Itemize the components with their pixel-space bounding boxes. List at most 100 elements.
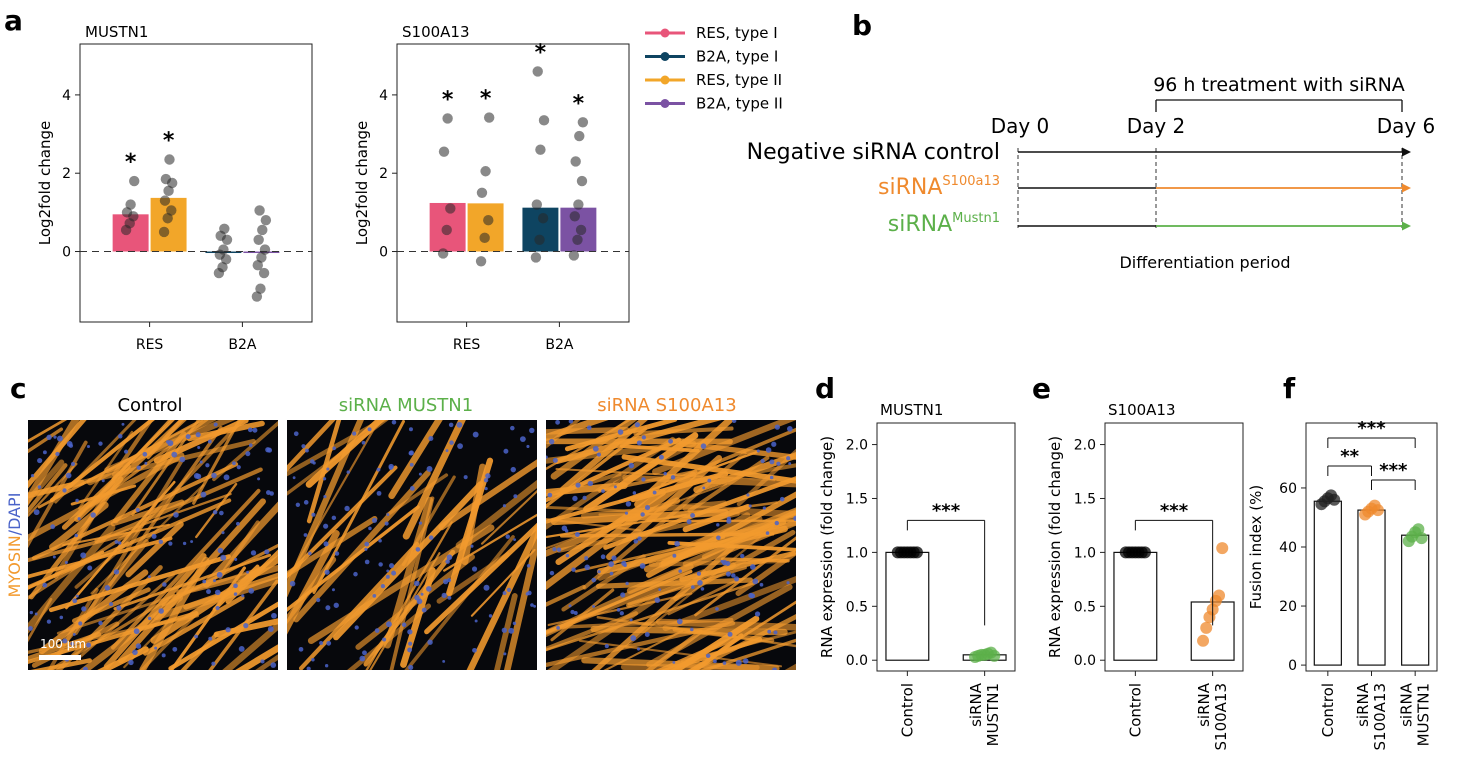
nucleus [223, 474, 230, 481]
nucleus [78, 621, 83, 626]
legend-label: B2A, type II [696, 95, 783, 113]
myotube [494, 593, 518, 670]
nucleus [720, 559, 724, 563]
nucleus [426, 466, 433, 472]
nucleus [619, 611, 624, 616]
data-point [910, 546, 923, 559]
nucleus [323, 541, 329, 547]
nucleus [211, 661, 216, 666]
x-tick-label: S100A13 [1212, 683, 1230, 751]
nucleus [726, 516, 732, 521]
myotube [748, 463, 796, 476]
myotube [103, 553, 207, 670]
nucleus [519, 436, 526, 443]
nucleus [200, 491, 207, 498]
nucleus [735, 659, 742, 666]
nucleus [759, 582, 764, 587]
myotube [287, 530, 340, 635]
legend-label: RES, type I [696, 24, 778, 42]
nucleus [154, 646, 158, 650]
y-tick-label: 2.0 [846, 438, 868, 454]
panel-label-d: d [815, 372, 835, 405]
nucleus [448, 422, 454, 428]
nucleus [748, 592, 754, 598]
nucleus [409, 462, 414, 467]
nucleus [442, 659, 446, 663]
nucleus [132, 649, 138, 656]
data-point [577, 117, 589, 128]
micrograph-content [28, 420, 278, 670]
nucleus [644, 505, 651, 511]
nucleus [298, 647, 304, 652]
nucleus [147, 575, 151, 579]
myotube [202, 501, 278, 588]
nucleus [572, 495, 578, 502]
nucleus [613, 485, 617, 489]
nucleus [332, 446, 337, 451]
day6-label: Day 6 [1377, 114, 1436, 138]
nucleus [158, 608, 164, 614]
nucleus [456, 421, 463, 428]
panel-label-c: c [10, 372, 27, 405]
data-point [256, 252, 267, 263]
negative-control-label: Negative siRNA control [747, 140, 1000, 165]
nucleus [601, 489, 605, 493]
myotube [94, 467, 263, 544]
myotube [28, 597, 53, 643]
nucleus [420, 592, 424, 596]
myotube [287, 465, 398, 579]
y-tick-label: 40 [1279, 540, 1297, 556]
significance-label: *** [1160, 500, 1189, 521]
data-point [218, 244, 229, 255]
nucleus [295, 502, 301, 507]
myotube [117, 498, 266, 664]
nucleus [247, 427, 253, 433]
data-point [1138, 546, 1151, 559]
nucleus [384, 521, 389, 526]
nucleus [185, 434, 191, 440]
nucleus [64, 561, 68, 565]
nucleus [81, 606, 87, 612]
nucleus [87, 565, 93, 571]
x-tick-label: B2A [228, 337, 257, 353]
nucleus [270, 662, 277, 668]
myotube [438, 459, 537, 531]
bar [1113, 551, 1158, 661]
nucleus [769, 475, 774, 480]
y-tick-label: 2.0 [1074, 438, 1096, 454]
nucleus [245, 451, 251, 457]
nucleus [171, 451, 178, 458]
nucleus [305, 448, 309, 453]
nucleus [219, 510, 224, 516]
nucleus [376, 467, 381, 472]
myotube [603, 476, 796, 550]
nucleus [292, 476, 296, 480]
data-point [1328, 493, 1341, 506]
myotube [131, 420, 200, 516]
nucleus [774, 424, 780, 430]
nucleus [221, 531, 225, 535]
nucleus [265, 447, 271, 453]
nucleus [213, 422, 218, 427]
nucleus [575, 482, 581, 488]
significance-star: * [442, 87, 454, 112]
nucleus [752, 578, 759, 585]
nucleus [308, 551, 312, 556]
myotube [53, 480, 116, 579]
nucleus [364, 541, 370, 547]
nucleus [776, 461, 781, 466]
nucleus [586, 425, 592, 431]
nucleus [674, 540, 680, 547]
x-tick-label: S100A13 [1371, 683, 1389, 751]
nucleus [135, 643, 142, 649]
data-point [532, 66, 543, 77]
y-tick-label: 0.5 [846, 599, 868, 615]
nucleus [513, 494, 518, 499]
nucleus [382, 637, 387, 642]
y-tick-label: 1.0 [1074, 545, 1096, 561]
nucleus [508, 627, 515, 634]
data-point [1415, 532, 1428, 545]
myotube [546, 584, 586, 607]
nucleus [418, 521, 423, 525]
